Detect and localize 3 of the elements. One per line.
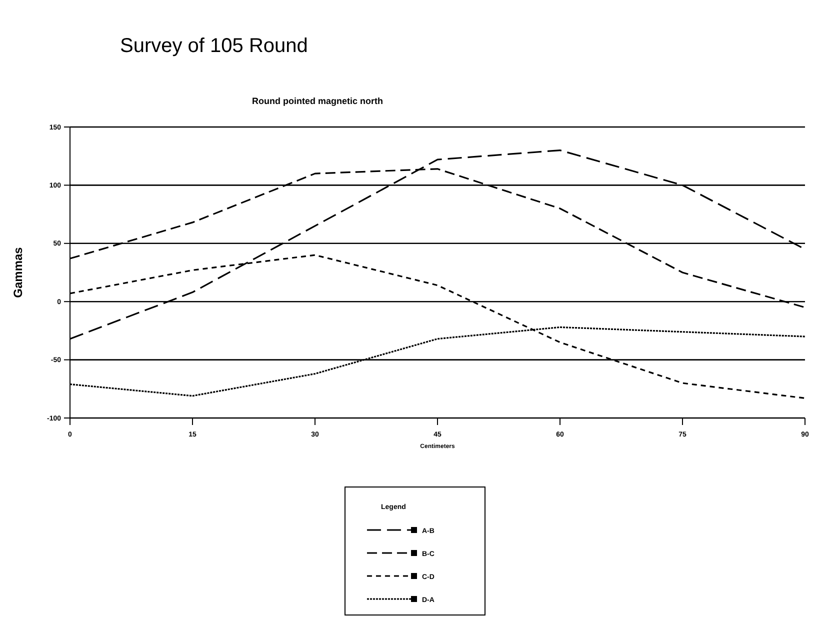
y-axis-title: Gammas [11, 246, 25, 298]
chart-title: Survey of 105 Round [120, 35, 308, 57]
chart-subtitle: Round pointed magnetic north [252, 96, 383, 106]
